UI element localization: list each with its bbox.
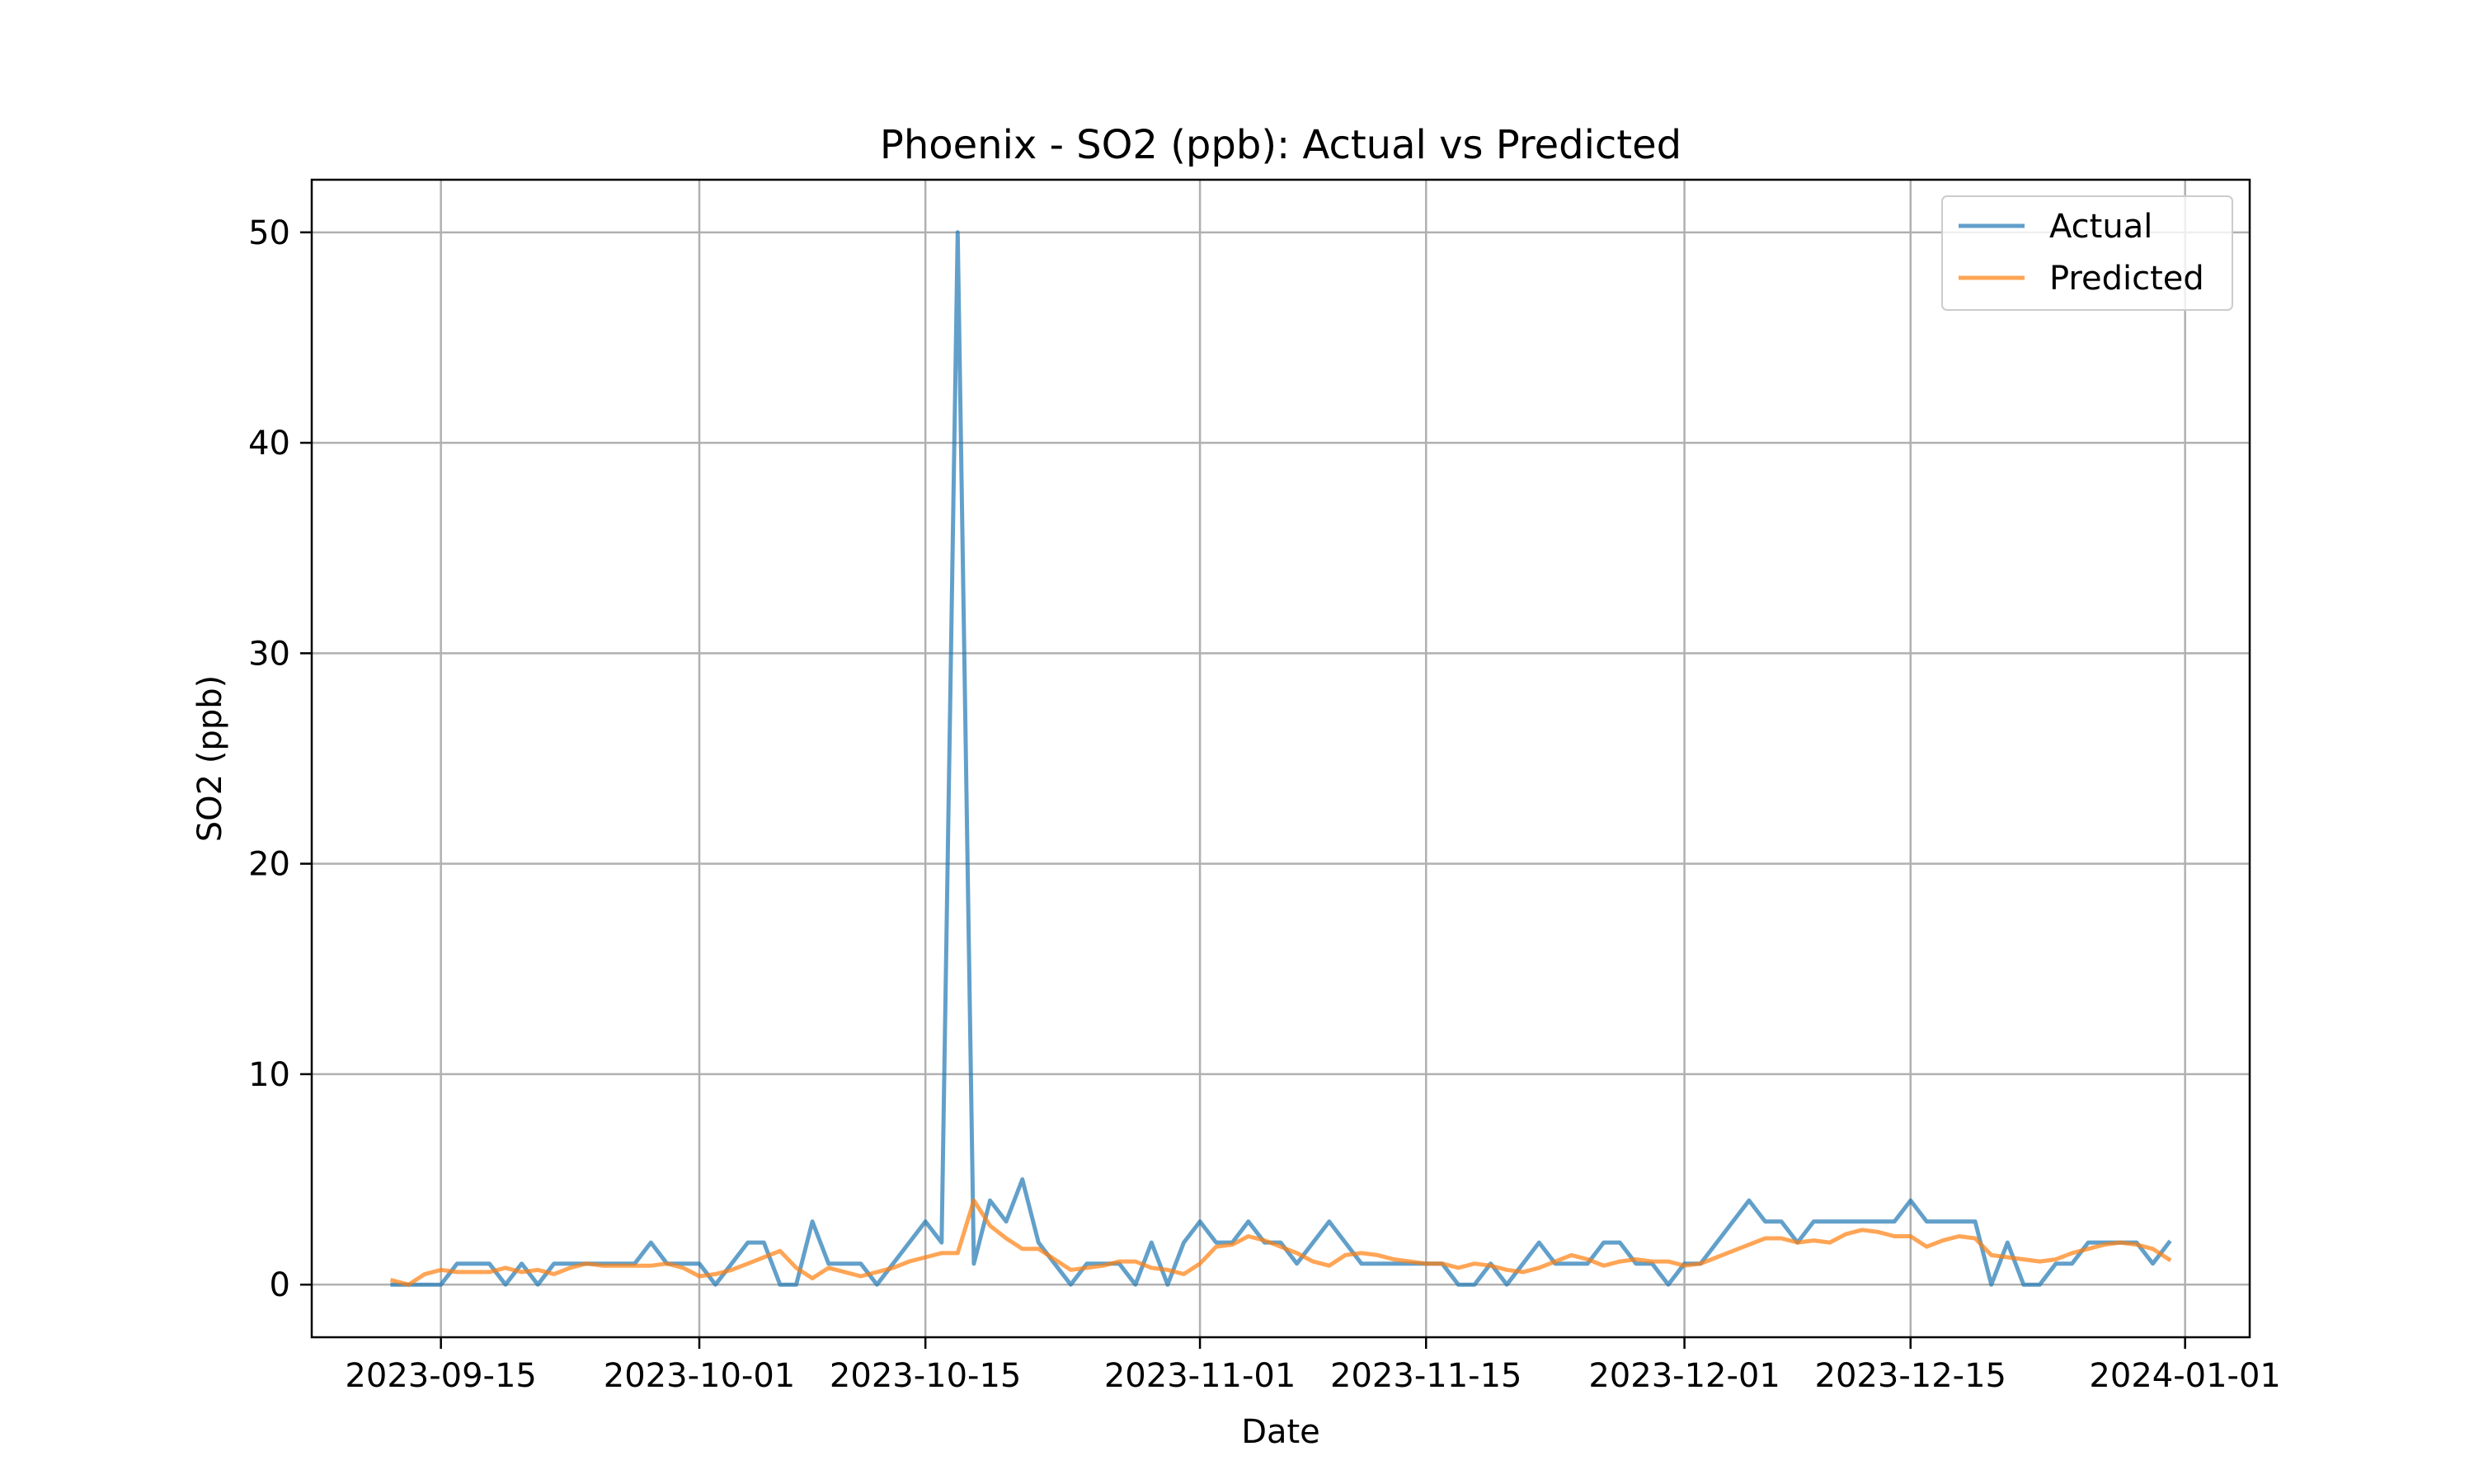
- x-tick-label: 2023-11-15: [1330, 1357, 1522, 1395]
- series-layer: [389, 230, 2172, 1287]
- x-tick-label: 2023-11-01: [1104, 1357, 1296, 1395]
- y-tick-label: 40: [248, 425, 290, 463]
- grid-lines: [312, 180, 2250, 1337]
- x-tick-label: 2024-01-01: [2089, 1357, 2280, 1395]
- y-tick-label: 10: [248, 1056, 290, 1094]
- x-tick-label: 2023-12-01: [1588, 1357, 1780, 1395]
- x-tick-label: 2023-12-15: [1815, 1357, 2006, 1395]
- x-tick-label: 2023-09-15: [345, 1357, 536, 1395]
- y-tick-label: 0: [270, 1266, 290, 1304]
- legend: Actual Predicted: [1941, 195, 2233, 311]
- y-tick-label: 50: [248, 214, 290, 252]
- series-line-predicted: [389, 1198, 2172, 1287]
- chart-title: Phoenix - SO2 (ppb): Actual vs Predicted: [880, 122, 1681, 168]
- x-axis-label: Date: [1241, 1413, 1320, 1451]
- plot-frame: [310, 178, 2251, 1339]
- legend-label-predicted: Predicted: [2049, 260, 2204, 298]
- y-tick-label: 30: [248, 635, 290, 673]
- x-tick-label: 2023-10-15: [830, 1357, 1021, 1395]
- series-line-actual: [390, 230, 2172, 1287]
- axis-ticks: 2023-09-15 2023-10-01 2023-10-15 2023-11-01…: [248, 214, 2281, 1395]
- x-tick-label: 2023-10-01: [604, 1357, 795, 1395]
- y-axis-label: SO2 (ppb): [191, 675, 229, 842]
- legend-label-actual: Actual: [2049, 208, 2152, 246]
- y-tick-label: 20: [248, 846, 290, 884]
